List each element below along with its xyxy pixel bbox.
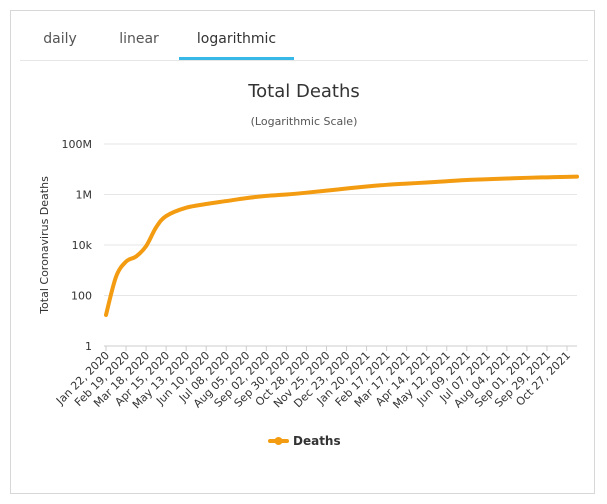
legend-label-deaths: Deaths (293, 434, 341, 448)
chart-container (10, 10, 595, 494)
y-tick-label: 1M (76, 189, 93, 202)
tab-bar: daily linear logarithmic (20, 20, 588, 61)
y-tick-label: 100 (71, 290, 92, 303)
series-group (104, 174, 580, 317)
chart-title: Total Deaths (247, 81, 360, 102)
legend[interactable]: Deaths (268, 434, 341, 448)
gridlines (104, 143, 577, 347)
tab-linear[interactable]: linear (119, 31, 159, 47)
chart-subtitle: (Logarithmic Scale) (251, 115, 358, 128)
y-tick-label: 1 (85, 340, 92, 353)
y-tick-label: 10k (72, 239, 93, 252)
y-axis-label: Total Coronavirus Deaths (38, 176, 51, 315)
series-line-deaths (104, 174, 580, 317)
tab-daily[interactable]: daily (43, 31, 77, 47)
tab-logarithmic[interactable]: logarithmic (179, 20, 294, 60)
y-axis-ticks: 1 100 10k 1M 100M (62, 138, 93, 353)
legend-marker-deaths (274, 437, 283, 445)
y-tick-label: 100M (62, 138, 93, 151)
